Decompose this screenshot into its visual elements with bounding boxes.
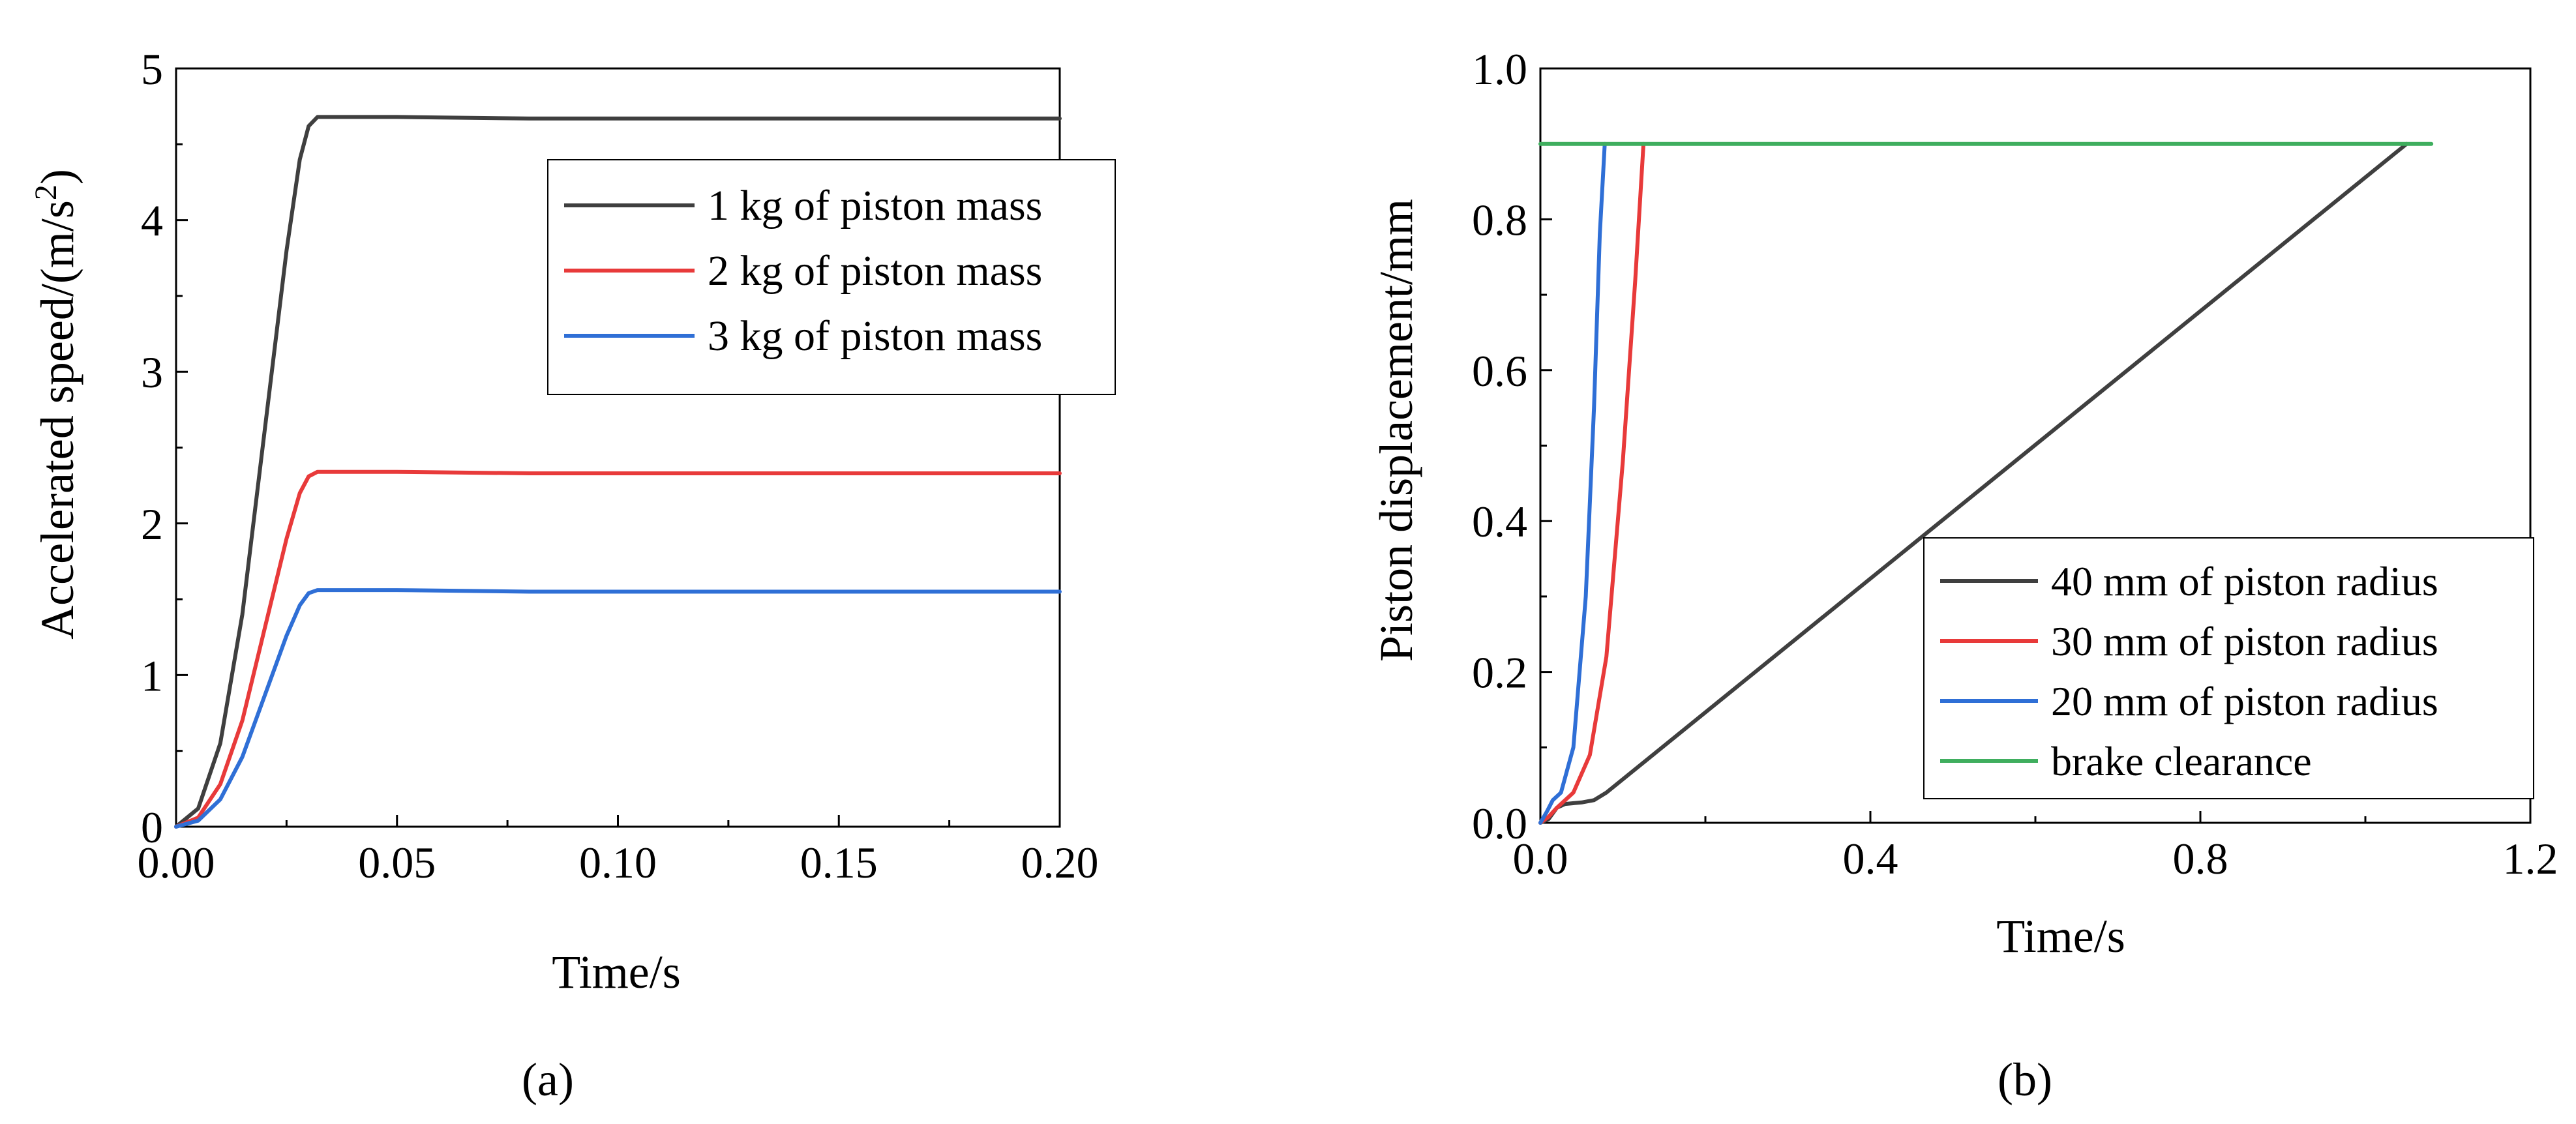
chart-a-y-axis-label: Accelerated speed/(m/s2) xyxy=(29,169,84,640)
chart-a-y-axis-label-superscript: 2 xyxy=(29,185,63,200)
chart-a-y-axis-label-main: Accelerated speed/(m/s xyxy=(31,200,83,640)
chart-a-y-tick-label: 0 xyxy=(141,803,163,852)
chart-b-legend-label-20-mm-of-piston-radius: 20 mm of piston radius xyxy=(2051,678,2438,724)
chart-a-y-tick-label: 1 xyxy=(141,651,163,700)
chart-a-x-tick-label: 0.05 xyxy=(358,838,436,887)
chart-a-legend-label-3-kg-of-piston-mass: 3 kg of piston mass xyxy=(708,312,1042,360)
chart-a-y-tick-label: 5 xyxy=(141,44,163,94)
chart-b-ticks: 0.0 0.4 0.8 1.2 0.0 0.2 0.4 0.6 0.8 1.0 xyxy=(1472,44,2558,883)
chart-b-series xyxy=(1538,141,2434,825)
chart-a-y-tick-label: 3 xyxy=(141,348,163,397)
chart-a-legend-label-1-kg-of-piston-mass: 1 kg of piston mass xyxy=(708,182,1042,229)
chart-a-y-tick-label: 4 xyxy=(141,196,163,246)
chart-a-series-line-3-kg-of-piston-mass xyxy=(174,588,1062,829)
chart-b-x-tick-label: 1.2 xyxy=(2503,834,2558,883)
chart-a-legend-box xyxy=(547,159,1116,395)
chart-b-legend: 40 mm of piston radius 30 mm of piston ra… xyxy=(1923,537,2534,799)
panel-a-caption: (a) xyxy=(522,1054,574,1106)
chart-b-y-tick-label: 1.0 xyxy=(1472,44,1527,94)
chart-b-x-tick-label: 0.0 xyxy=(1513,834,1568,883)
chart-a-ticks: 0.00 0.05 0.10 0.15 0.20 0 1 2 3 4 5 xyxy=(138,44,1099,887)
chart-b-y-tick-label: 0.6 xyxy=(1472,346,1527,396)
chart-b-x-tick-label: 0.4 xyxy=(1843,834,1898,883)
chart-b-x-tick-label: 0.8 xyxy=(2173,834,2228,883)
chart-a-y-axis-label-suffix: ) xyxy=(31,169,83,185)
chart-b-y-tick-label: 0.0 xyxy=(1472,799,1527,848)
chart-b-y-tick-label: 0.2 xyxy=(1472,648,1527,698)
chart-b-legend-label-40-mm-of-piston-radius: 40 mm of piston radius xyxy=(2051,558,2438,604)
chart-a-x-tick-label: 0.15 xyxy=(800,838,878,887)
chart-b-series-line-20-mm-of-piston-radius xyxy=(1538,141,1607,825)
chart-b-series-line-30-mm-of-piston-radius xyxy=(1538,141,1646,825)
chart-a-series-line-1-kg-of-piston-mass xyxy=(174,115,1062,829)
chart-a-legend-label-2-kg-of-piston-mass: 2 kg of piston mass xyxy=(708,247,1042,295)
chart-b-y-tick-label: 0.8 xyxy=(1472,195,1527,244)
chart-a-x-axis-label-text: Time/s xyxy=(552,946,680,998)
chart-b-legend-label-brake-clearance: brake clearance xyxy=(2051,738,2312,784)
chart-a-x-axis-label: Time/s xyxy=(552,946,680,998)
panel-b-caption-text: (b) xyxy=(1998,1054,2052,1106)
chart-b-y-tick-label: 0.4 xyxy=(1472,497,1527,546)
chart-a-y-tick-label: 2 xyxy=(141,499,163,549)
chart-a-legend: 1 kg of piston mass 2 kg of piston mass 3 … xyxy=(547,159,1116,395)
chart-a-series xyxy=(174,115,1062,829)
chart-b-y-axis-label: Piston displacement/mm xyxy=(1370,199,1422,662)
chart-b: 0.0 0.4 0.8 1.2 0.0 0.2 0.4 0.6 0.8 1.0 40 mm of … xyxy=(1370,44,2558,1106)
chart-b-x-axis-label: Time/s xyxy=(1996,910,2125,962)
panel-b-caption: (b) xyxy=(1998,1054,2052,1106)
chart-b-x-axis-label-text: Time/s xyxy=(1996,910,2125,962)
chart-a-series-line-2-kg-of-piston-mass xyxy=(174,469,1062,829)
chart-a-x-tick-label: 0.00 xyxy=(138,838,215,887)
chart-b-y-axis-label-text: Piston displacement/mm xyxy=(1370,199,1422,662)
chart-b-legend-label-30-mm-of-piston-radius: 30 mm of piston radius xyxy=(2051,618,2438,664)
chart-a-x-tick-label: 0.20 xyxy=(1021,838,1099,887)
panel-a-caption-text: (a) xyxy=(522,1054,574,1106)
chart-a-x-tick-label: 0.10 xyxy=(579,838,657,887)
chart-a: 0.00 0.05 0.10 0.15 0.20 0 1 2 3 4 5 1 kg of pisto… xyxy=(29,44,1116,1106)
